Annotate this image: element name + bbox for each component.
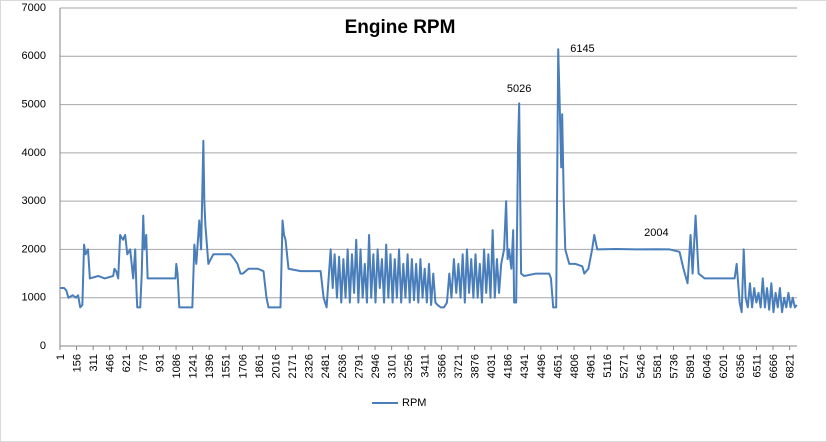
x-tick-label: 6201 <box>718 354 730 378</box>
x-tick-label: 1086 <box>171 354 183 378</box>
y-tick-label: 4000 <box>22 147 46 159</box>
x-tick-label: 3566 <box>436 354 448 378</box>
x-tick-label: 931 <box>154 354 166 372</box>
x-tick-label: 2016 <box>270 354 282 378</box>
x-tick-label: 2636 <box>337 354 349 378</box>
y-tick-label: 2000 <box>22 243 46 255</box>
x-tick-label: 2481 <box>320 354 332 378</box>
x-tick-label: 1551 <box>221 354 233 378</box>
y-tick-label: 7000 <box>22 2 46 14</box>
x-tick-label: 6666 <box>768 354 780 378</box>
x-tick-label: 4961 <box>586 354 598 378</box>
x-tick-label: 311 <box>88 354 100 372</box>
x-tick-label: 6046 <box>702 354 714 378</box>
x-tick-label: 4341 <box>519 354 531 378</box>
x-tick-label: 2326 <box>304 354 316 378</box>
x-tick-label: 1396 <box>204 354 216 378</box>
data-label: 2004 <box>644 227 668 239</box>
x-tick-label: 3256 <box>403 354 415 378</box>
data-line <box>60 48 798 314</box>
x-tick-label: 5116 <box>602 354 614 378</box>
x-tick-label: 2946 <box>370 354 382 378</box>
y-tick-label: 3000 <box>22 195 46 207</box>
x-tick-label: 5891 <box>685 354 697 378</box>
x-tick-label: 3101 <box>387 354 399 378</box>
x-tick-label: 3721 <box>453 354 465 378</box>
x-tick-label: 6511 <box>751 354 763 378</box>
x-tick-label: 1241 <box>188 354 200 378</box>
x-tick-label: 3411 <box>420 354 432 378</box>
data-label: 6145 <box>570 43 594 55</box>
y-tick-label: 5000 <box>22 98 46 110</box>
chart-title: Engine RPM <box>345 17 456 38</box>
x-tick-label: 156 <box>71 354 83 372</box>
x-tick-label: 4031 <box>486 354 498 378</box>
x-tick-label: 1861 <box>254 354 266 378</box>
y-tick-label: 1000 <box>22 292 46 304</box>
x-tick-label: 4651 <box>552 354 564 378</box>
x-tick-label: 2791 <box>353 354 365 378</box>
x-tick-label: 1706 <box>237 354 249 378</box>
x-tick-label: 621 <box>121 354 133 372</box>
data-label: 5026 <box>507 83 531 95</box>
y-tick-label: 6000 <box>22 50 46 62</box>
x-tick-label: 4496 <box>536 354 548 378</box>
x-tick-label: 6821 <box>785 354 797 378</box>
x-tick-label: 1 <box>55 354 67 360</box>
x-tick-label: 4186 <box>503 354 515 378</box>
x-tick-label: 4806 <box>569 354 581 378</box>
legend-label: RPM <box>402 397 426 409</box>
x-tick-label: 5736 <box>668 354 680 378</box>
x-tick-label: 6356 <box>735 354 747 378</box>
x-tick-label: 466 <box>105 354 117 372</box>
x-tick-label: 5581 <box>652 354 664 378</box>
x-tick-label: 2171 <box>287 354 299 378</box>
x-tick-label: 5271 <box>619 354 631 378</box>
x-tick-label: 3876 <box>469 354 481 378</box>
y-tick-label: 0 <box>40 340 46 352</box>
x-tick-label: 5426 <box>635 354 647 378</box>
x-tick-label: 776 <box>138 354 150 372</box>
